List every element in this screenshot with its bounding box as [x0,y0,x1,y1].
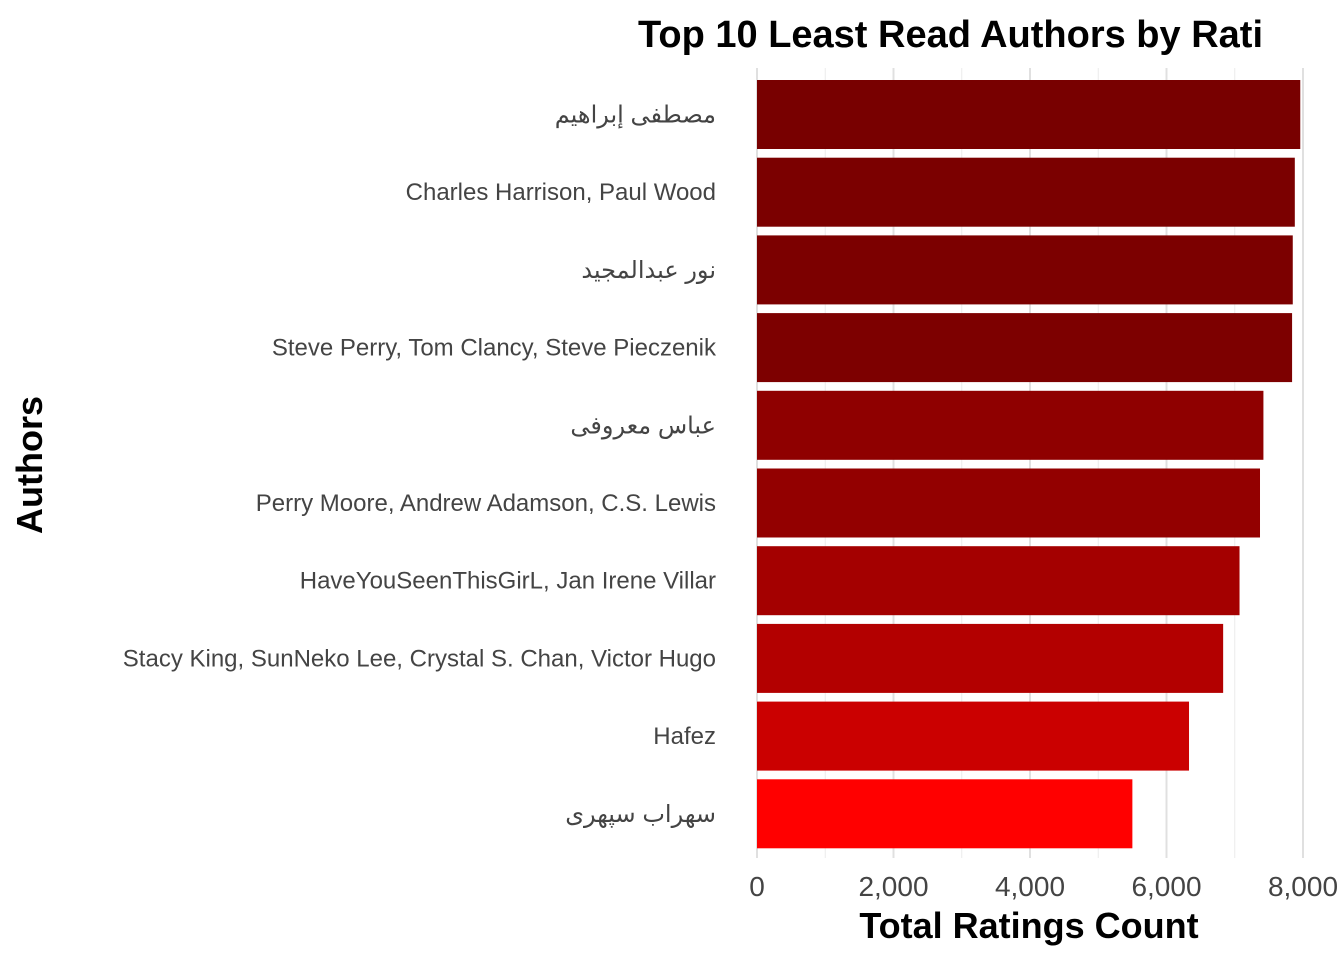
x-tick-labels: 0 2,000 4,000 6,000 8,000 [749,871,1338,902]
bar [757,313,1293,383]
x-tick-label: 8,000 [1268,871,1338,902]
category-label: HaveYouSeenThisGirL, Jan Irene Villar [300,568,716,595]
bar [757,701,1190,771]
category-label: Hafez [653,723,716,750]
bar [757,468,1261,538]
category-label: Perry Moore, Andrew Adamson, C.S. Lewis [256,490,716,517]
bar [757,390,1264,460]
x-tick-label: 4,000 [995,871,1065,902]
category-label: Stacy King, SunNeko Lee, Crystal S. Chan… [123,645,716,672]
bar [757,546,1240,616]
category-label: Steve Perry, Tom Clancy, Steve Pieczenik [272,335,717,362]
x-axis-title: Total Ratings Count [859,905,1198,946]
category-label: Charles Harrison, Paul Wood [406,179,716,206]
bar [757,623,1224,693]
bar [757,235,1293,305]
bar [757,80,1301,149]
bar [757,157,1295,227]
x-tick-label: 2,000 [858,871,928,902]
x-tick-label: 0 [749,871,765,902]
category-label: مصطفى إبراهيم [555,102,716,130]
category-label: عباس معروفی [570,412,716,439]
y-axis-title: Authors [9,396,50,534]
category-label: نور عبدالمجيد [581,257,716,284]
chart-title: Top 10 Least Read Authors by Rati [638,14,1263,56]
bar [757,779,1133,849]
x-tick-label: 6,000 [1131,871,1201,902]
bars [757,80,1301,849]
category-labels: مصطفى إبراهيم Charles Harrison, Paul Wood… [123,102,717,828]
category-label: سهراب سپهری [565,801,716,828]
